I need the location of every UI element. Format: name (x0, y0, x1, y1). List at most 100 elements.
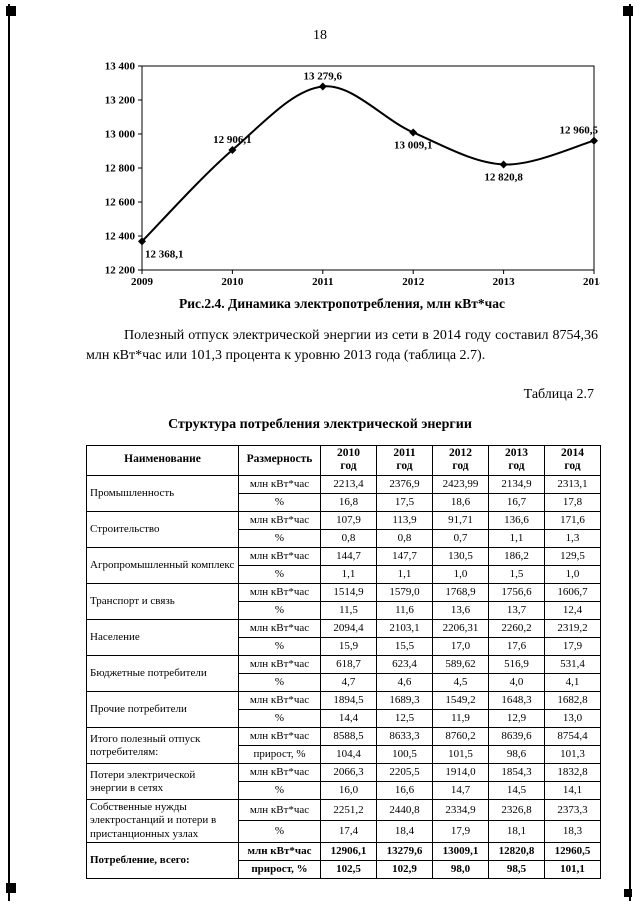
table-row: % 4,7 4,6 4,5 4,0 4,1 (87, 673, 601, 693)
unit-cell: млн кВт*час (238, 727, 321, 747)
scan-border-left (8, 4, 10, 901)
value-cell: 113,9 (376, 511, 433, 531)
value-cell: 102,9 (376, 859, 433, 879)
value-cell: 107,9 (320, 511, 377, 531)
column-header: 2014 год (544, 444, 601, 477)
value-cell: 17,8 (544, 493, 601, 513)
table-row: % 1,1 1,1 1,0 1,5 1,0 (87, 565, 601, 585)
value-cell: 18,6 (432, 493, 489, 513)
value-cell: 16,8 (320, 493, 377, 513)
unit-cell: млн кВт*час (238, 547, 321, 567)
value-cell: 2260,2 (488, 619, 545, 639)
value-cell: 1832,8 (544, 763, 601, 783)
value-cell: 101,1 (544, 859, 601, 879)
plot-border (141, 65, 595, 271)
value-cell: 1689,3 (376, 691, 433, 711)
series-line (141, 85, 595, 243)
data-point-label: 13 279,6 (304, 70, 343, 82)
column-header: 2011 год (376, 444, 433, 477)
x-tick-label: 2011 (312, 276, 333, 288)
value-cell: 2440,8 (376, 799, 433, 822)
table-title: Структура потребления электрической энер… (168, 416, 472, 432)
value-cell: 15,5 (376, 637, 433, 657)
value-cell: 1549,2 (432, 691, 489, 711)
table-row: Итого полезный отпуск потребителям: млн к… (86, 727, 601, 765)
row-name: Строительство (86, 511, 239, 549)
value-cell: 91,71 (432, 511, 489, 531)
value-cell: 104,4 (320, 745, 377, 765)
value-cell: 18,1 (488, 820, 545, 843)
value-cell: 14,7 (432, 781, 489, 801)
table-row: Потери электрической энергии в сетях млн … (86, 763, 601, 801)
value-cell: 1768,9 (432, 583, 489, 603)
x-tick-label: 2010 (221, 276, 244, 288)
value-cell: 13,0 (544, 709, 601, 729)
value-cell: 1,1 (320, 565, 377, 585)
row-name: Транспорт и связь (86, 583, 239, 621)
unit-cell: млн кВт*час (238, 841, 321, 861)
value-cell: 16,6 (376, 781, 433, 801)
column-header: 2012 год (432, 444, 489, 477)
value-cell: 11,5 (320, 601, 377, 621)
value-cell: 18,3 (544, 820, 601, 843)
value-cell: 1579,0 (376, 583, 433, 603)
y-tick-label: 13 200 (105, 95, 136, 107)
value-cell: 2313,1 (544, 475, 601, 495)
value-cell: 13,7 (488, 601, 545, 621)
value-cell: 101,3 (544, 745, 601, 765)
value-cell: 98,5 (488, 859, 545, 879)
unit-cell: % (238, 601, 321, 621)
value-cell: 2213,4 (320, 475, 377, 495)
value-cell: 2094,4 (320, 619, 377, 639)
value-cell: 516,9 (488, 655, 545, 675)
header-row: Наименование Размерность 2010 год 2011 год 2… (86, 444, 601, 477)
unit-cell: % (238, 529, 321, 549)
column-header: Наименование (86, 444, 239, 477)
document-page: 18 12 200 12 400 12 600 12 800 13 000 13 200 1… (6, 4, 633, 901)
unit-cell: % (238, 709, 321, 729)
value-cell: 2206,31 (432, 619, 489, 639)
value-cell: 15,9 (320, 637, 377, 657)
value-cell: 17,9 (544, 637, 601, 657)
x-tick-label: 2014 (583, 276, 600, 288)
scan-mark-bottom-right (624, 889, 632, 897)
unit-cell: % (238, 820, 321, 843)
value-cell: 0,7 (432, 529, 489, 549)
value-cell: 11,6 (376, 601, 433, 621)
value-cell: 1648,3 (488, 691, 545, 711)
column-header: 2010 год (320, 444, 377, 477)
row-name: Итого полезный отпуск потребителям: (86, 727, 239, 765)
value-cell: 171,6 (544, 511, 601, 531)
table-row: % 15,9 15,5 17,0 17,6 17,9 (87, 637, 601, 657)
data-point-marker (590, 136, 598, 145)
value-cell: 17,9 (432, 820, 489, 843)
row-name: Промышленность (86, 475, 239, 513)
value-cell: 4,0 (488, 673, 545, 693)
value-cell: 2103,1 (376, 619, 433, 639)
value-cell: 2373,3 (544, 799, 601, 822)
table-row: Бюджетные потребители млн кВт*час 618,7 623… (86, 655, 601, 693)
value-cell: 17,4 (320, 820, 377, 843)
value-cell: 1514,9 (320, 583, 377, 603)
value-cell: 18,4 (376, 820, 433, 843)
value-cell: 8588,5 (320, 727, 377, 747)
data-point-label: 12 906,1 (213, 134, 252, 146)
unit-cell: % (238, 493, 321, 513)
value-cell: 144,7 (320, 547, 377, 567)
value-cell: 98,6 (488, 745, 545, 765)
scan-mark-top-right (623, 6, 633, 16)
data-point-marker (318, 82, 327, 91)
body-paragraph: Полезный отпуск электрической энергии из… (86, 328, 598, 364)
value-cell: 16,0 (320, 781, 377, 801)
data-point-marker (499, 160, 508, 169)
table-row: Прочие потребители млн кВт*час 1894,5 1689,… (86, 691, 601, 729)
value-cell: 589,62 (432, 655, 489, 675)
value-cell: 16,7 (488, 493, 545, 513)
value-cell: 13279,6 (376, 841, 433, 861)
value-cell: 1756,6 (488, 583, 545, 603)
value-cell: 14,5 (488, 781, 545, 801)
y-tick-label: 13 000 (105, 129, 136, 141)
table-row: % 16,8 17,5 18,6 16,7 17,8 (87, 493, 601, 513)
scan-border-right (629, 4, 631, 901)
x-tick-label: 2013 (493, 276, 515, 288)
